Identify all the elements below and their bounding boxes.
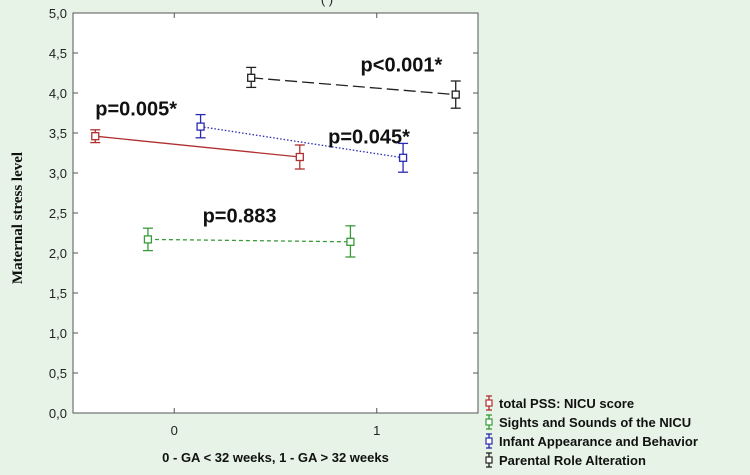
series-line xyxy=(200,125,404,159)
y-tick-label: 0,5 xyxy=(49,366,67,381)
series-line xyxy=(147,238,351,243)
y-tick-label: 2,0 xyxy=(49,246,67,261)
chart-title-fragment: ( ) xyxy=(321,0,333,7)
data-point xyxy=(247,73,256,82)
y-tick-label: 1,0 xyxy=(49,326,67,341)
data-point xyxy=(143,235,153,244)
p-value-annotation: p=0.883 xyxy=(203,206,277,228)
legend-label: total PSS: NICU score xyxy=(499,396,634,411)
p-value-annotation: p=0.005* xyxy=(95,98,177,120)
series-0 xyxy=(90,129,305,170)
legend-item: Sights and Sounds of the NICU xyxy=(485,414,691,430)
legend-marker xyxy=(485,399,493,407)
x-tick-label: 1 xyxy=(373,423,380,438)
data-point xyxy=(295,152,304,162)
data-point xyxy=(91,132,100,141)
series-line xyxy=(95,135,300,158)
data-point xyxy=(196,122,205,131)
series-layer xyxy=(90,66,461,258)
y-tick-label: 3,5 xyxy=(49,126,67,141)
y-axis: 0,0 0,5 1,0 1,5 2,0 2,5 3,0 3,5 4,0 4,5 5,0 xyxy=(49,6,478,421)
legend-label: Infant Appearance and Behavior xyxy=(499,434,698,449)
data-point xyxy=(451,90,460,99)
data-point xyxy=(398,153,408,162)
series-line xyxy=(251,77,456,96)
y-tick-label: 0,0 xyxy=(49,406,67,421)
legend-marker xyxy=(485,437,493,445)
series-3 xyxy=(246,66,461,109)
annotation-layer: p=0.005* p=0.883 p=0.045* p<0.001* xyxy=(95,54,442,227)
legend: total PSS: NICU score Sights and Sounds o… xyxy=(485,395,698,468)
y-tick-label: 1,5 xyxy=(49,286,67,301)
y-axis-label: Maternal stress level xyxy=(10,152,26,284)
legend-item: total PSS: NICU score xyxy=(485,395,634,411)
x-tick-label: 0 xyxy=(171,423,178,438)
p-value-annotation: p<0.001* xyxy=(361,54,443,76)
legend-label: Parental Role Alteration xyxy=(499,453,646,468)
legend-label: Sights and Sounds of the NICU xyxy=(499,415,691,430)
legend-marker xyxy=(485,456,493,464)
y-tick-label: 2,5 xyxy=(49,206,67,221)
y-tick-label: 3,0 xyxy=(49,166,67,181)
legend-marker xyxy=(485,418,493,426)
legend-item: Infant Appearance and Behavior xyxy=(485,433,698,449)
series-2 xyxy=(195,113,409,173)
y-tick-label: 4,5 xyxy=(49,46,67,61)
y-tick-label: 4,0 xyxy=(49,86,67,101)
series-1 xyxy=(142,225,356,258)
x-axis-label: 0 - GA < 32 weeks, 1 - GA > 32 weeks xyxy=(162,450,389,465)
legend-item: Parental Role Alteration xyxy=(485,452,646,468)
p-value-annotation: p=0.045* xyxy=(328,126,410,148)
y-tick-label: 5,0 xyxy=(49,6,67,21)
data-point xyxy=(346,237,355,246)
